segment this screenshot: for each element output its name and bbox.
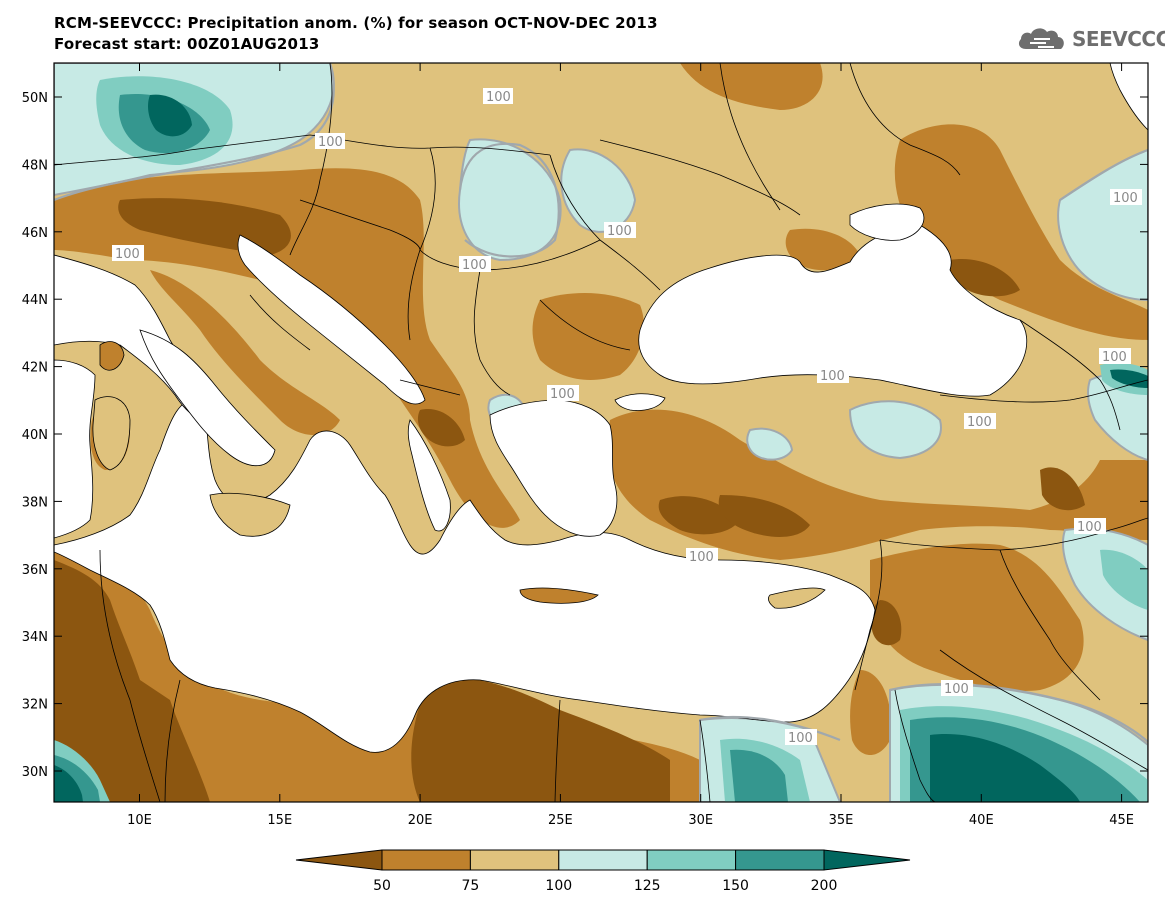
lat-tick-label: 50N bbox=[22, 91, 48, 106]
lon-tick-label: 15E bbox=[267, 813, 292, 828]
colorbar-segment bbox=[381, 849, 471, 871]
longitude-axis: 10E 15E 20E 25E 30E 35E 40E 45E bbox=[127, 63, 1134, 828]
lat-tick-label: 42N bbox=[22, 361, 48, 376]
lon-tick-label: 20E bbox=[408, 813, 433, 828]
contour-label: 100 bbox=[689, 550, 714, 565]
lat-tick-label: 36N bbox=[22, 563, 48, 578]
contour-label: 100 bbox=[318, 135, 343, 150]
map-frame bbox=[53, 62, 1149, 803]
lat-tick-label: 30N bbox=[22, 765, 48, 780]
lat-tick-label: 38N bbox=[22, 495, 48, 510]
contour-label: 100 bbox=[550, 387, 575, 402]
seevccc-logo: SEEVCCC bbox=[1016, 24, 1165, 54]
contour-labels: 100 100 100 100 100 100 100 100 100 100 … bbox=[112, 88, 1142, 746]
anomaly-gt200 bbox=[54, 94, 1148, 802]
colorbar-segment bbox=[558, 849, 648, 871]
colorbar-label: 200 bbox=[811, 878, 838, 894]
contour-label: 100 bbox=[115, 247, 140, 262]
colorbar-max-arrow bbox=[823, 849, 911, 871]
lat-tick-label: 32N bbox=[22, 698, 48, 713]
contour-label: 100 bbox=[1077, 520, 1102, 535]
contour-label: 100 bbox=[967, 415, 992, 430]
contour-100 bbox=[54, 63, 1148, 743]
contour-label: 100 bbox=[788, 731, 813, 746]
contour-label: 100 bbox=[944, 682, 969, 697]
map-title: RCM-SEEVCCC: Precipitation anom. (%) for… bbox=[54, 14, 658, 32]
contour-label: 100 bbox=[1113, 191, 1138, 206]
sea-areas bbox=[54, 63, 1148, 753]
colorbar-segment bbox=[646, 849, 737, 871]
colorbar-label: 50 bbox=[373, 878, 391, 894]
colorbar-label: 150 bbox=[722, 878, 749, 894]
contour-label: 100 bbox=[486, 90, 511, 105]
lat-tick-label: 46N bbox=[22, 226, 48, 241]
contour-label: 100 bbox=[1102, 350, 1127, 365]
colorbar-segment bbox=[735, 849, 825, 871]
lon-tick-label: 40E bbox=[969, 813, 994, 828]
lon-tick-label: 10E bbox=[127, 813, 152, 828]
contour-label: 100 bbox=[607, 224, 632, 239]
contour-label: 100 bbox=[820, 369, 845, 384]
latitude-axis: 50N 48N 46N 44N 42N 40N 38N 36N 34N 32N 30N bbox=[22, 91, 1148, 780]
lat-tick-label: 40N bbox=[22, 428, 48, 443]
colorbar-label: 125 bbox=[634, 878, 661, 894]
lon-tick-label: 45E bbox=[1109, 813, 1134, 828]
lon-tick-label: 35E bbox=[829, 813, 854, 828]
colorbar-label: 75 bbox=[461, 878, 479, 894]
contour-label: 100 bbox=[462, 258, 487, 273]
country-borders bbox=[54, 63, 1148, 802]
lat-tick-label: 48N bbox=[22, 158, 48, 173]
map-field bbox=[54, 63, 1148, 802]
logo-text: SEEVCCC bbox=[1072, 27, 1165, 51]
lat-tick-label: 44N bbox=[22, 293, 48, 308]
lat-tick-label: 34N bbox=[22, 630, 48, 645]
cloud-icon bbox=[1018, 28, 1064, 49]
lon-tick-label: 25E bbox=[548, 813, 573, 828]
lon-tick-label: 30E bbox=[688, 813, 713, 828]
colorbar-label: 100 bbox=[545, 878, 572, 894]
colorbar-min-arrow bbox=[295, 849, 383, 871]
islands bbox=[92, 341, 826, 609]
forecast-start-label: Forecast start: 00Z01AUG2013 bbox=[54, 35, 320, 53]
colorbar-segment bbox=[469, 849, 560, 871]
colorbar: 50 75 100 125 150 200 bbox=[295, 849, 911, 894]
